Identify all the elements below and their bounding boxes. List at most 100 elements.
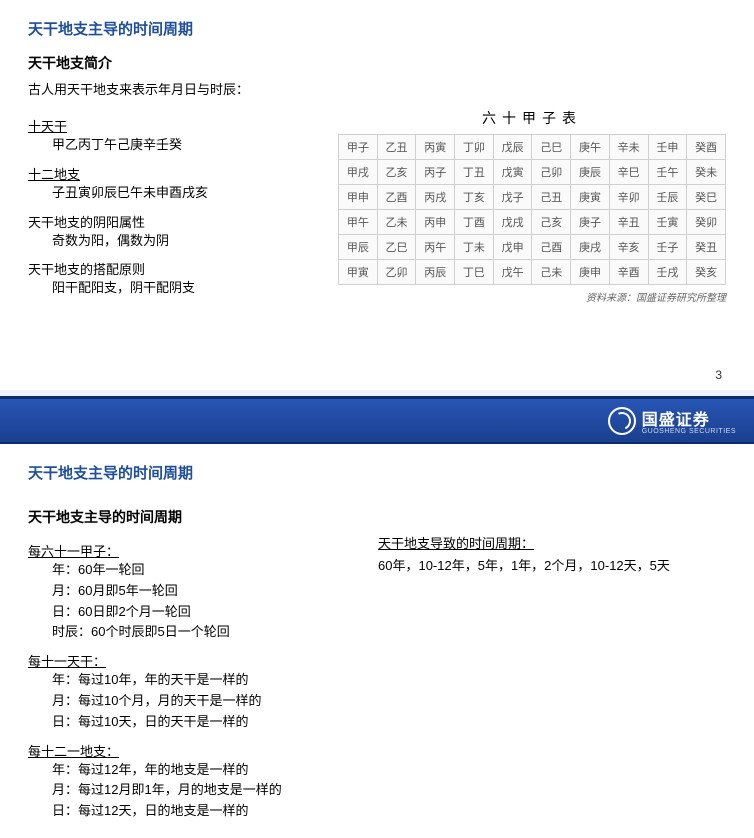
table-cell: 己丑 — [532, 185, 571, 210]
table-cell: 壬申 — [648, 135, 687, 160]
table-cell: 辛亥 — [609, 235, 648, 260]
section-subtitle: 天干地支主导的时间周期 — [28, 507, 726, 527]
table-row: 甲申乙酉丙戌丁亥戊子己丑庚寅辛卯壬辰癸巳 — [339, 185, 726, 210]
table-row: 甲戌乙亥丙子丁丑戊寅己卯庚辰辛巳壬午癸未 — [339, 160, 726, 185]
table-cell: 甲寅 — [339, 260, 378, 285]
table-cell: 壬戌 — [648, 260, 687, 285]
brand-name-en: GUOSHENG SECURITIES — [642, 428, 736, 435]
table-cell: 甲子 — [339, 135, 378, 160]
page-1: 天干地支主导的时间周期 天干地支简介 古人用天干地支来表示年月日与时辰： 十天干… — [0, 0, 754, 390]
table-cell: 甲辰 — [339, 235, 378, 260]
table-title: 六十甲子表 — [338, 108, 726, 128]
section-line: 年：60年一轮回 — [28, 560, 358, 581]
page-number: 3 — [715, 368, 722, 382]
table-cell: 己巳 — [532, 135, 571, 160]
table-cell: 戊午 — [493, 260, 532, 285]
table-cell: 丁酉 — [455, 210, 494, 235]
table-cell: 甲戌 — [339, 160, 378, 185]
section-label: 十二地支 — [28, 164, 318, 183]
table-cell: 丙戌 — [416, 185, 455, 210]
table-cell: 辛卯 — [609, 185, 648, 210]
table-cell: 庚申 — [571, 260, 610, 285]
section-line: 时辰：60个时辰即5日一个轮回 — [28, 622, 358, 643]
table-cell: 壬辰 — [648, 185, 687, 210]
section-label: 天干地支的搭配原则 — [28, 259, 318, 278]
section-label: 每十二一地支： — [28, 741, 358, 760]
table-cell: 癸酉 — [687, 135, 726, 160]
section-line: 月：每过10个月，月的天干是一样的 — [28, 691, 358, 712]
section-label: 每六十一甲子： — [28, 541, 358, 560]
table-cell: 丁亥 — [455, 185, 494, 210]
section-line: 甲乙丙丁午己庚辛壬癸 — [28, 135, 318, 156]
sixty-jiazi-table: 甲子乙丑丙寅丁卯戊辰己巳庚午辛未壬申癸酉甲戌乙亥丙子丁丑戊寅己卯庚辰辛巳壬午癸未… — [338, 134, 726, 285]
table-cell: 辛巳 — [609, 160, 648, 185]
table-cell: 丁卯 — [455, 135, 494, 160]
table-cell: 丙辰 — [416, 260, 455, 285]
section-block: 十二地支子丑寅卯辰巳午未申酉戌亥 — [28, 164, 318, 204]
table-cell: 庚寅 — [571, 185, 610, 210]
table-cell: 乙酉 — [377, 185, 416, 210]
section-label: 天干地支的阴阳属性 — [28, 212, 318, 231]
table-cell: 丙申 — [416, 210, 455, 235]
page-title: 天干地支主导的时间周期 — [28, 462, 726, 483]
table-cell: 辛丑 — [609, 210, 648, 235]
section-line: 月：每过12月即1年，月的地支是一样的 — [28, 780, 358, 801]
section-line: 年：每过10年，年的天干是一样的 — [28, 670, 358, 691]
table-cell: 己未 — [532, 260, 571, 285]
right-column: 六十甲子表 甲子乙丑丙寅丁卯戊辰己巳庚午辛未壬申癸酉甲戌乙亥丙子丁丑戊寅己卯庚辰… — [338, 108, 726, 305]
logo-icon — [608, 407, 636, 435]
brand-name: 国盛证券 — [642, 406, 736, 430]
two-column-layout: 十天干甲乙丙丁午己庚辛壬癸十二地支子丑寅卯辰巳午未申酉戌亥天干地支的阴阳属性奇数… — [28, 108, 726, 305]
brand-banner: 国盛证券 GUOSHENG SECURITIES — [0, 396, 754, 444]
section-line: 日：60日即2个月一轮回 — [28, 602, 358, 623]
table-cell: 乙未 — [377, 210, 416, 235]
table-cell: 己亥 — [532, 210, 571, 235]
table-cell: 乙丑 — [377, 135, 416, 160]
table-cell: 丙寅 — [416, 135, 455, 160]
logo-text-wrap: 国盛证券 GUOSHENG SECURITIES — [642, 406, 736, 435]
table-cell: 戊申 — [493, 235, 532, 260]
left-column: 十天干甲乙丙丁午己庚辛壬癸十二地支子丑寅卯辰巳午未申酉戌亥天干地支的阴阳属性奇数… — [28, 108, 318, 305]
intro-text: 古人用天干地支来表示年月日与时辰： — [28, 79, 726, 98]
table-row: 甲寅乙卯丙辰丁巳戊午己未庚申辛酉壬戌癸亥 — [339, 260, 726, 285]
table-cell: 甲午 — [339, 210, 378, 235]
section-block: 每十二一地支：年：每过12年，年的地支是一样的月：每过12月即1年，月的地支是一… — [28, 741, 358, 822]
table-cell: 甲申 — [339, 185, 378, 210]
section-line: 阳干配阳支，阴干配阴支 — [28, 278, 318, 299]
table-cell: 庚子 — [571, 210, 610, 235]
left-column: 每六十一甲子：年：60年一轮回月：60月即5年一轮回日：60日即2个月一轮回时辰… — [28, 533, 358, 828]
table-cell: 癸丑 — [687, 235, 726, 260]
table-row: 甲午乙未丙申丁酉戊戌己亥庚子辛丑壬寅癸卯 — [339, 210, 726, 235]
table-cell: 癸巳 — [687, 185, 726, 210]
table-cell: 戊戌 — [493, 210, 532, 235]
logo-wrap: 国盛证券 GUOSHENG SECURITIES — [608, 406, 736, 435]
table-cell: 庚午 — [571, 135, 610, 160]
section-line: 日：每过10天，日的天干是一样的 — [28, 712, 358, 733]
table-cell: 丁巳 — [455, 260, 494, 285]
table-cell: 癸卯 — [687, 210, 726, 235]
section-line: 子丑寅卯辰巳午未申酉戌亥 — [28, 183, 318, 204]
table-cell: 辛酉 — [609, 260, 648, 285]
table-source: 资料来源：国盛证券研究所整理 — [338, 289, 726, 304]
page-2: 天干地支主导的时间周期 天干地支主导的时间周期 每六十一甲子：年：60年一轮回月… — [0, 444, 754, 838]
cycle-heading: 天干地支导致的时间周期： — [378, 533, 726, 555]
table-cell: 癸未 — [687, 160, 726, 185]
section-subtitle: 天干地支简介 — [28, 53, 726, 73]
table-cell: 戊辰 — [493, 135, 532, 160]
table-cell: 丁丑 — [455, 160, 494, 185]
table-cell: 丁未 — [455, 235, 494, 260]
right-column: 天干地支导致的时间周期： 60年，10-12年，5年，1年，2个月，10-12天… — [378, 533, 726, 828]
section-block: 天干地支的搭配原则阳干配阳支，阴干配阴支 — [28, 259, 318, 299]
table-cell: 乙卯 — [377, 260, 416, 285]
table-cell: 己酉 — [532, 235, 571, 260]
table-cell: 辛未 — [609, 135, 648, 160]
table-cell: 己卯 — [532, 160, 571, 185]
table-cell: 壬午 — [648, 160, 687, 185]
section-label: 十天干 — [28, 116, 318, 135]
section-block: 每十一天干：年：每过10年，年的天干是一样的月：每过10个月，月的天干是一样的日… — [28, 651, 358, 732]
section-block: 十天干甲乙丙丁午己庚辛壬癸 — [28, 116, 318, 156]
two-column-layout: 每六十一甲子：年：60年一轮回月：60月即5年一轮回日：60日即2个月一轮回时辰… — [28, 533, 726, 828]
table-cell: 庚辰 — [571, 160, 610, 185]
page-title: 天干地支主导的时间周期 — [28, 18, 726, 39]
table-row: 甲辰乙巳丙午丁未戊申己酉庚戌辛亥壬子癸丑 — [339, 235, 726, 260]
